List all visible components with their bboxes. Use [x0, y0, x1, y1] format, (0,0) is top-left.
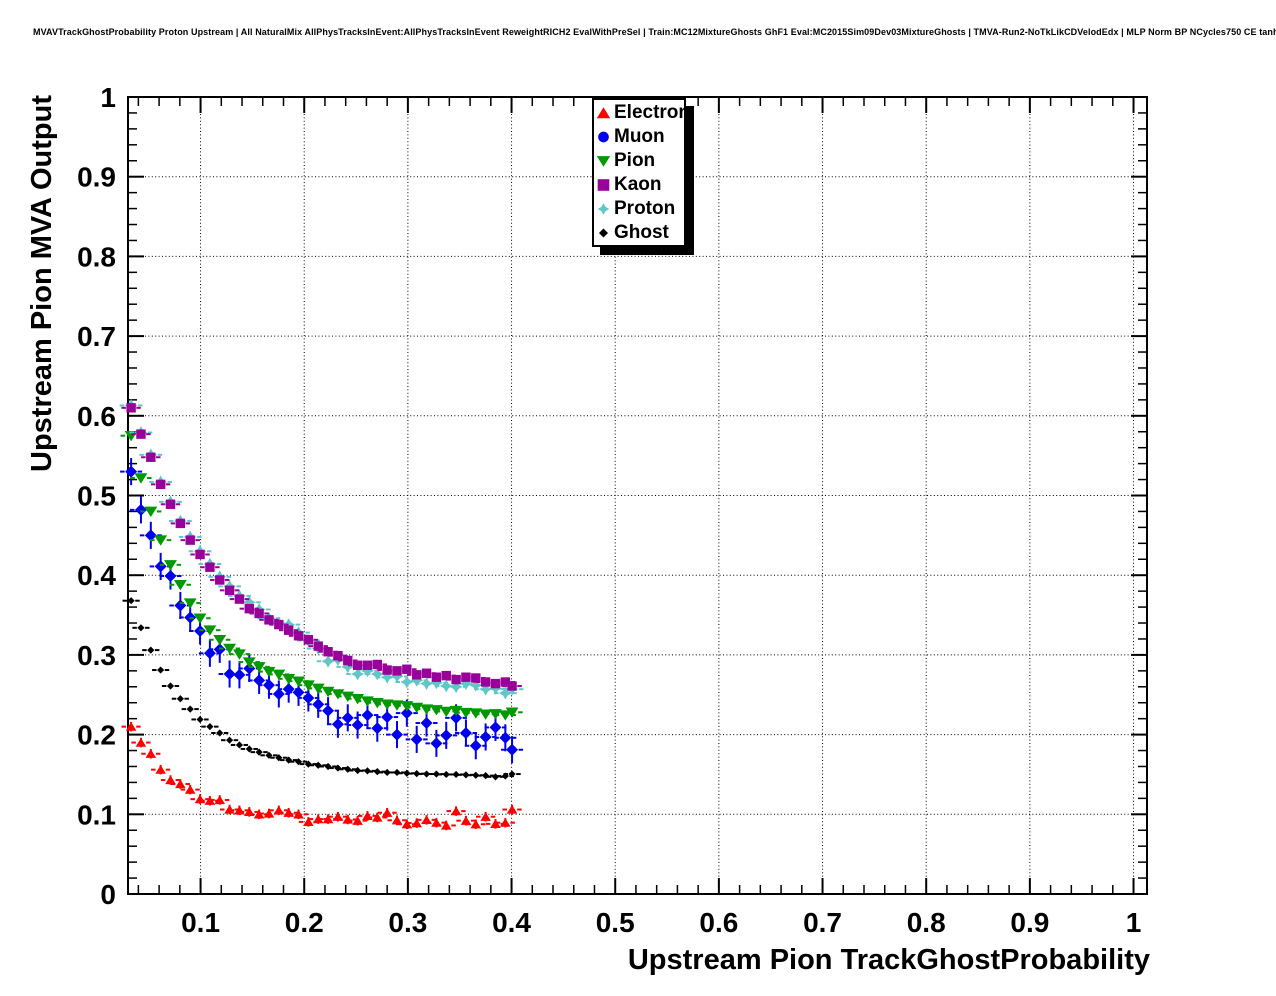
- x-tick-label: 0.5: [596, 907, 635, 938]
- series-kaon: [121, 403, 522, 691]
- legend-label: Muon: [614, 125, 665, 147]
- legend-label: Proton: [614, 197, 676, 219]
- x-tick-label: 0.2: [285, 907, 324, 938]
- series-proton: [119, 399, 524, 700]
- x-tick-label: 0.7: [803, 907, 842, 938]
- legend-item-ghost: Ghost: [594, 220, 684, 244]
- y-tick-label: 0.6: [77, 401, 116, 432]
- x-tick-label: 0.1: [181, 907, 220, 938]
- legend-item-muon: Muon: [594, 124, 684, 148]
- y-tick-label: 0.4: [77, 560, 116, 591]
- x-tick-label: 0.8: [907, 907, 946, 938]
- legend-item-kaon: Kaon: [594, 172, 684, 196]
- x-tick-label: 0.9: [1010, 907, 1049, 938]
- x-tick-label: 0.3: [388, 907, 427, 938]
- legend-item-electron: Electron: [594, 100, 690, 124]
- y-tick-label: 0.5: [77, 481, 116, 512]
- proton-marker-icon: [597, 203, 610, 215]
- kaon-marker-icon: [597, 179, 610, 191]
- x-axis-title: Upstream Pion TrackGhostProbability: [627, 944, 1150, 976]
- y-tick-label: 0: [100, 879, 116, 910]
- y-tick-label: 1: [100, 82, 116, 113]
- pion-marker-icon: [596, 155, 611, 167]
- series-pion: [120, 430, 523, 721]
- legend-label: Pion: [614, 149, 656, 171]
- legend-item-proton: Proton: [594, 196, 684, 220]
- y-tick-label: 0.9: [77, 162, 116, 193]
- legend-label: Electron: [614, 101, 691, 123]
- y-tick-label: 0.2: [77, 720, 116, 751]
- legend-label: Ghost: [614, 222, 669, 244]
- electron-marker-icon: [596, 106, 611, 118]
- y-tick-label: 0.3: [77, 640, 116, 671]
- ghost-marker-icon: [599, 228, 608, 238]
- x-tick-label: 1: [1126, 907, 1142, 938]
- y-tick-label: 0.1: [77, 799, 116, 830]
- muon-marker-icon: [598, 131, 609, 142]
- x-tick-label: 0.6: [699, 907, 738, 938]
- legend: Electron Muon Pion Kaon Proton Ghost: [592, 98, 690, 247]
- series-ghost: [122, 597, 521, 781]
- series-muon: [120, 458, 524, 764]
- plot-title: MVAVTrackGhostProbability Proton Upstrea…: [33, 27, 1276, 37]
- y-tick-label: 0.7: [77, 321, 116, 352]
- series-electron: [121, 721, 522, 831]
- legend-item-pion: Pion: [594, 148, 684, 172]
- x-tick-label: 0.4: [492, 907, 531, 938]
- y-tick-label: 0.8: [77, 241, 116, 272]
- legend-label: Kaon: [614, 173, 662, 195]
